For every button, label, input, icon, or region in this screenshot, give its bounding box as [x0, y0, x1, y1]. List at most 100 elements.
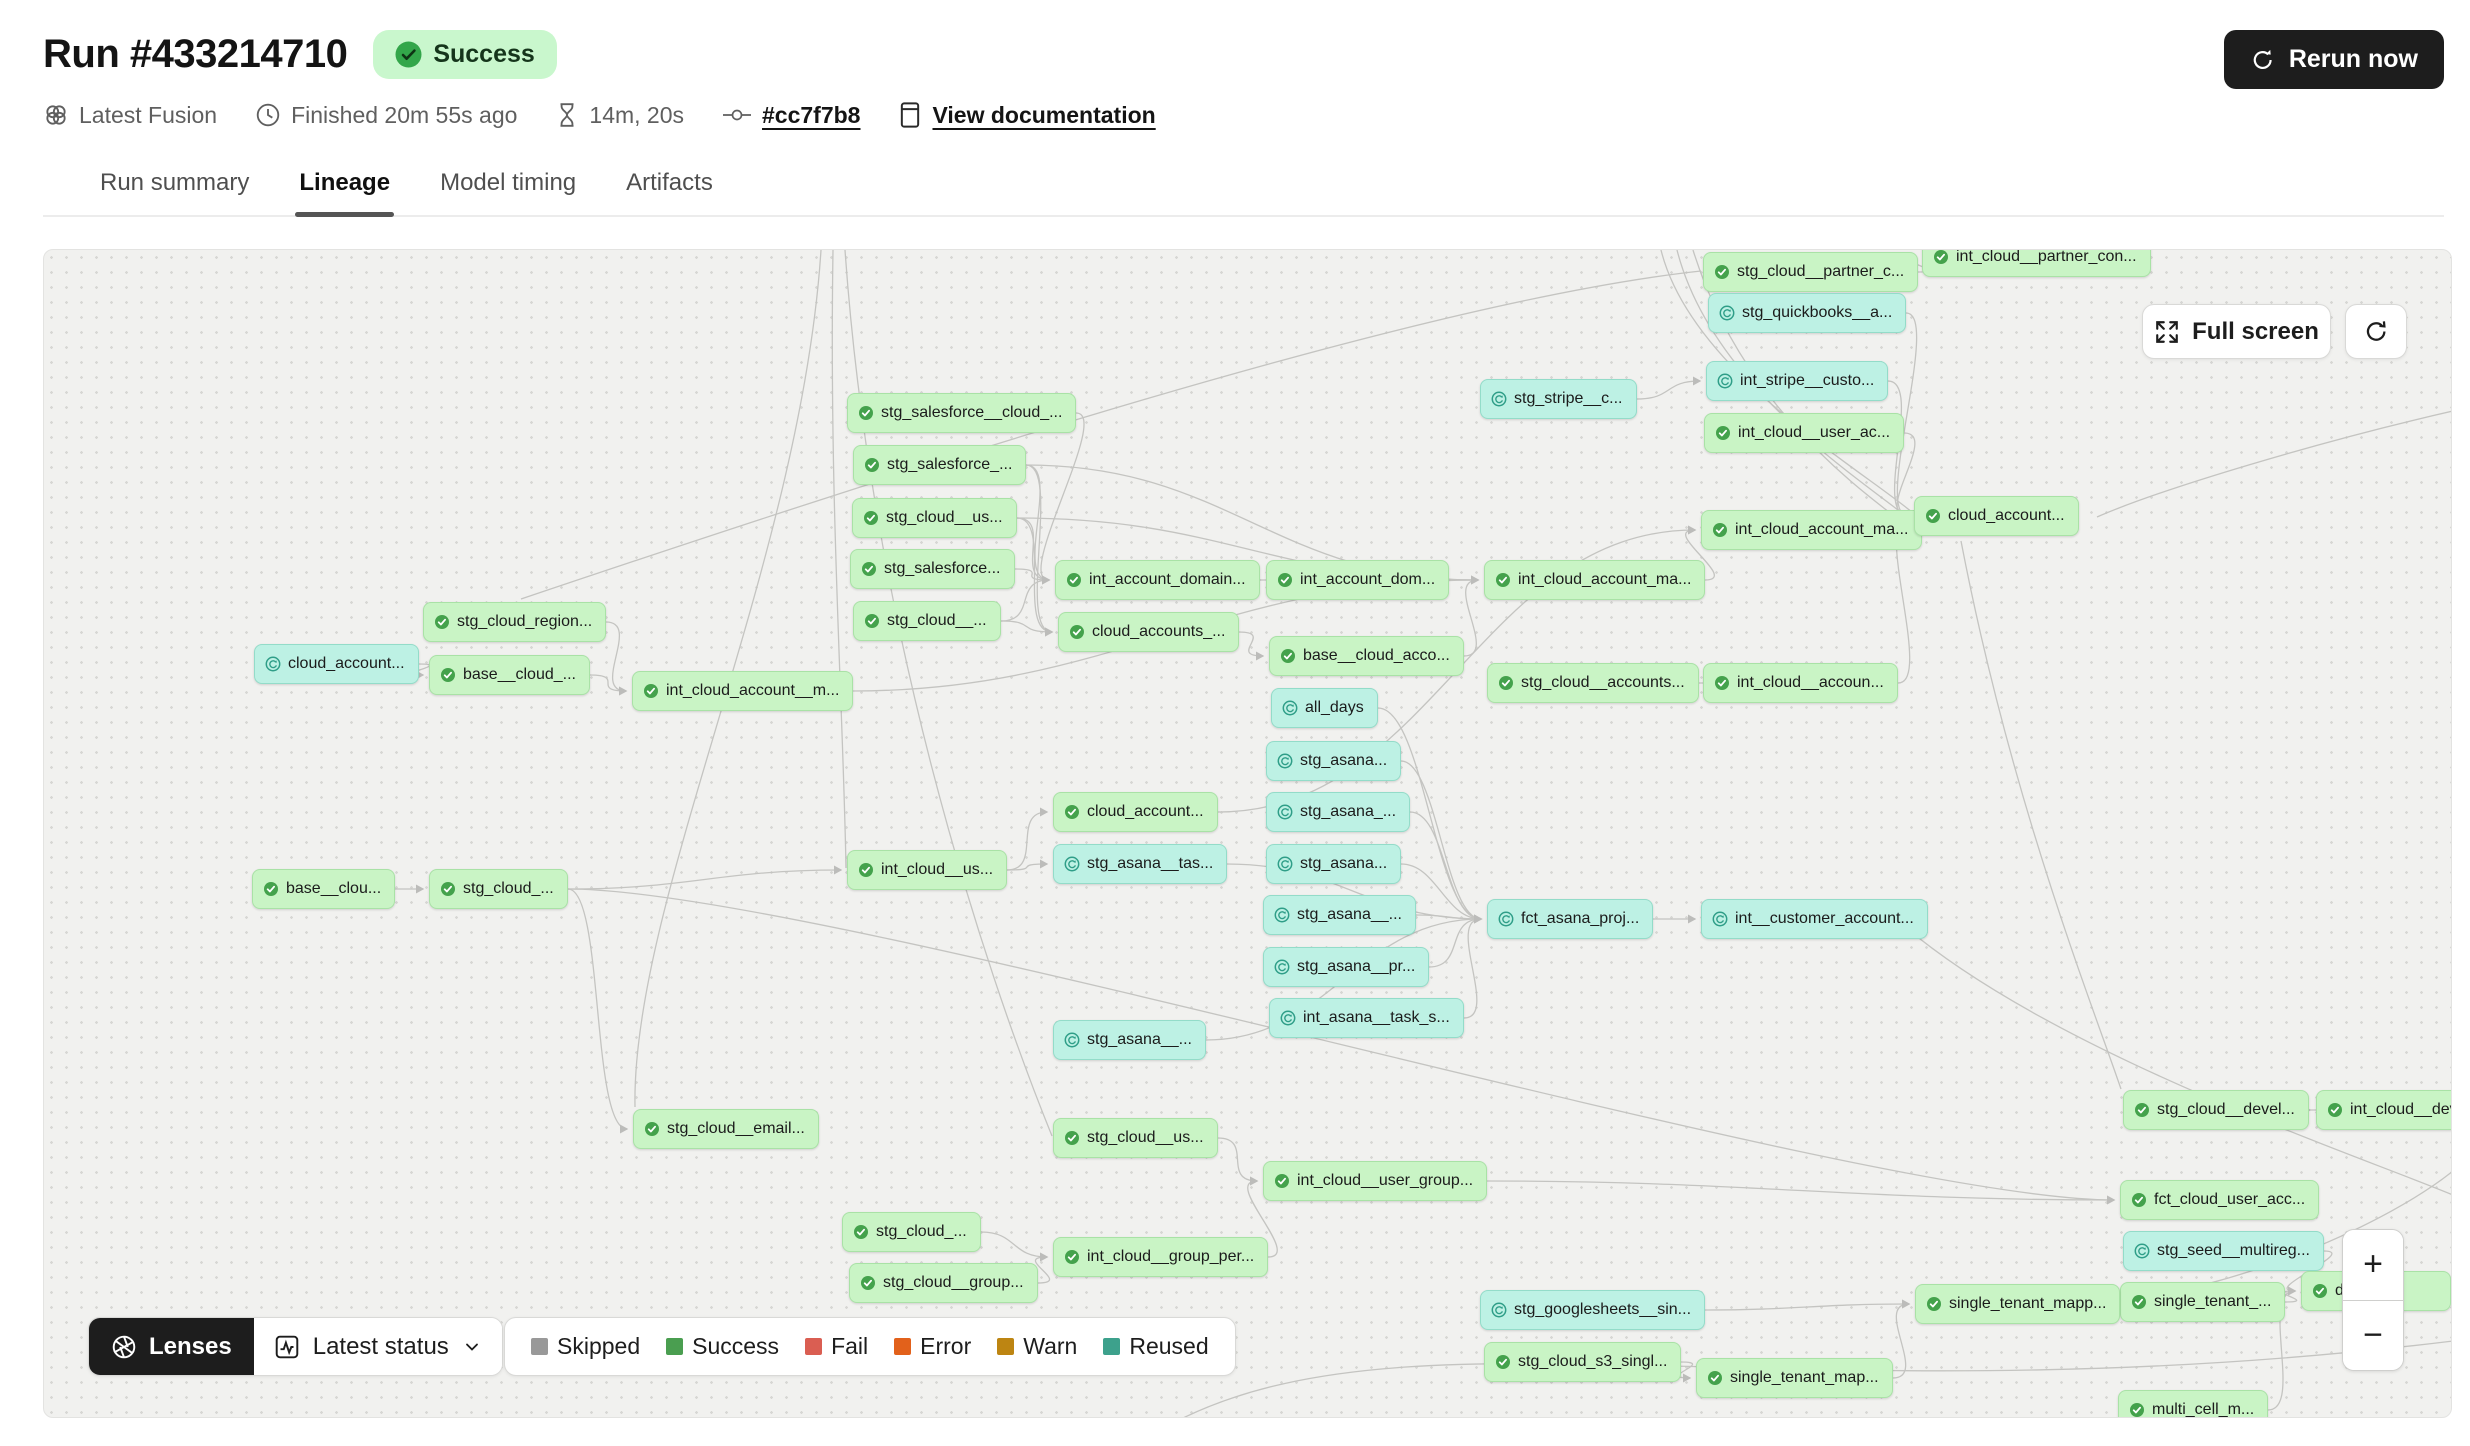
- rerun-now-button[interactable]: Rerun now: [2223, 30, 2444, 89]
- lineage-node[interactable]: int_stripe__custo...: [1706, 361, 1889, 401]
- reused-cycle-icon: [2134, 1243, 2150, 1259]
- reused-cycle-icon: [1277, 856, 1293, 872]
- refresh-icon: [2253, 49, 2272, 69]
- lineage-node[interactable]: int_cloud__user_ac...: [1704, 413, 1905, 453]
- view-documentation-link[interactable]: View documentation: [932, 101, 1156, 128]
- lineage-node[interactable]: int_cloud__partner_con...: [1922, 249, 2151, 277]
- tab-artifacts[interactable]: Artifacts: [626, 169, 713, 196]
- lineage-node-label: int_cloud__partner_con...: [1956, 249, 2137, 265]
- lineage-node-label: int_cloud__user_group...: [1297, 1172, 1474, 1189]
- lineage-node[interactable]: cloud_account...: [254, 644, 419, 684]
- lineage-node[interactable]: stg_cloud__group...: [849, 1263, 1038, 1303]
- legend-label: Fail: [831, 1333, 869, 1359]
- lineage-node-label: stg_asana__...: [1297, 906, 1402, 923]
- tab-model-timing[interactable]: Model timing: [440, 169, 577, 196]
- success-check-icon: [1708, 1371, 1722, 1385]
- lineage-node[interactable]: fct_cloud_user_acc...: [2120, 1180, 2320, 1220]
- lineage-node[interactable]: int_account_dom...: [1266, 560, 1450, 600]
- lineage-node[interactable]: stg_cloud_...: [429, 869, 568, 909]
- lineage-node-label: stg_googlesheets__sin...: [1514, 1301, 1692, 1318]
- lineage-node[interactable]: int__customer_account...: [1701, 899, 1928, 939]
- lineage-node[interactable]: stg_salesforce_...: [853, 445, 1027, 485]
- lineage-node[interactable]: base__cloud_acco...: [1269, 636, 1464, 676]
- lineage-node[interactable]: stg_cloud__...: [853, 601, 1001, 641]
- lineage-node-label: stg_asana__pr...: [1297, 958, 1416, 975]
- lineage-node[interactable]: stg_cloud__email...: [633, 1109, 819, 1149]
- lineage-node[interactable]: stg_asana__tas...: [1053, 844, 1228, 884]
- lineage-node[interactable]: stg_asana_...: [1266, 792, 1411, 832]
- lineage-node-label: stg_cloud__...: [887, 612, 987, 629]
- clock-icon: [256, 103, 280, 127]
- lineage-node[interactable]: single_tenant_...: [2120, 1282, 2286, 1322]
- graph-refresh-button[interactable]: [2345, 304, 2407, 359]
- lineage-node[interactable]: base__cloud_...: [429, 655, 590, 695]
- lineage-node[interactable]: stg_quickbooks__a...: [1708, 293, 1907, 333]
- lineage-node[interactable]: stg_asana...: [1266, 741, 1402, 781]
- zoom-in-button[interactable]: +: [2343, 1230, 2403, 1301]
- lineage-node[interactable]: stg_stripe__c...: [1480, 379, 1637, 419]
- status-legend: Skipped Success Fail Error Warn Reused: [504, 1317, 1236, 1376]
- lineage-node[interactable]: stg_asana__...: [1053, 1020, 1206, 1060]
- success-check-icon: [2130, 1403, 2144, 1417]
- lineage-node[interactable]: stg_asana__...: [1263, 895, 1416, 935]
- lineage-node[interactable]: stg_cloud__us...: [852, 498, 1017, 538]
- lenses-button[interactable]: Lenses: [89, 1318, 254, 1375]
- lineage-node[interactable]: cloud_account...: [1914, 496, 2079, 536]
- lineage-node-label: int_cloud__devel...: [2350, 1101, 2451, 1118]
- status-filter-label: Latest status: [312, 1332, 449, 1360]
- tab-run-summary[interactable]: Run summary: [100, 169, 250, 196]
- lineage-node-label: multi_cell_m...: [2152, 1401, 2255, 1418]
- status-filter-dropdown[interactable]: Latest status: [253, 1318, 502, 1375]
- lineage-node[interactable]: stg_salesforce...: [850, 549, 1015, 589]
- lineage-node[interactable]: stg_cloud__us...: [1053, 1118, 1218, 1158]
- lineage-canvas[interactable]: stg_salesforce__cloud_... stg_salesforce_…: [43, 249, 2452, 1418]
- success-check-icon: [1496, 573, 1510, 587]
- lineage-node[interactable]: stg_googlesheets__sin...: [1480, 1290, 1706, 1330]
- commit-link[interactable]: #cc7f7b8: [762, 101, 861, 128]
- lineage-node[interactable]: cloud_account...: [1053, 792, 1218, 832]
- legend-swatch: [666, 1338, 684, 1355]
- lineage-node[interactable]: int_cloud__devel...: [2316, 1090, 2451, 1130]
- lineage-node[interactable]: stg_seed__multireg...: [2123, 1231, 2324, 1271]
- lineage-node-label: int_stripe__custo...: [1740, 372, 1875, 389]
- lineage-node[interactable]: int_cloud__group_per...: [1053, 1237, 1269, 1277]
- docs-meta: View documentation: [898, 101, 1156, 129]
- lineage-node-label: stg_asana__...: [1087, 1031, 1192, 1048]
- success-check-icon: [1275, 1174, 1289, 1188]
- lineage-node[interactable]: int_cloud__accoun...: [1703, 663, 1898, 703]
- legend-swatch: [531, 1338, 548, 1355]
- lineage-node[interactable]: int_account_domain...: [1055, 560, 1260, 600]
- success-check-icon: [864, 511, 878, 525]
- lineage-node[interactable]: base__clou...: [252, 869, 396, 909]
- lineage-node[interactable]: int_cloud_account__m...: [632, 671, 854, 711]
- pulse-chart-icon: [275, 1335, 298, 1358]
- lineage-node[interactable]: stg_asana__pr...: [1263, 947, 1430, 987]
- lineage-node[interactable]: stg_cloud__partner_c...: [1703, 252, 1919, 292]
- lineage-node[interactable]: int_cloud_account_ma...: [1701, 510, 1923, 550]
- reused-cycle-icon: [1491, 1302, 1507, 1318]
- lineage-node[interactable]: int_cloud__us...: [847, 850, 1008, 890]
- legend-label: Success: [692, 1333, 780, 1359]
- success-check-icon: [1715, 265, 1729, 279]
- lineage-node[interactable]: fct_asana_proj...: [1487, 899, 1654, 939]
- lineage-node[interactable]: stg_cloud_s3_singl...: [1484, 1342, 1682, 1382]
- lineage-node[interactable]: stg_cloud__accounts...: [1487, 663, 1699, 703]
- lineage-node[interactable]: int_cloud_account_ma...: [1484, 560, 1706, 600]
- lineage-node[interactable]: stg_cloud__devel...: [2123, 1090, 2309, 1130]
- lineage-node[interactable]: stg_salesforce__cloud_...: [847, 393, 1077, 433]
- lineage-node[interactable]: stg_cloud_region...: [423, 602, 607, 642]
- lineage-node-label: stg_cloud__partner_c...: [1737, 263, 1905, 280]
- lineage-node[interactable]: single_tenant_mapp...: [1915, 1284, 2121, 1324]
- lineage-node[interactable]: stg_asana...: [1266, 844, 1402, 884]
- lineage-node[interactable]: all_days: [1271, 688, 1378, 728]
- lineage-node[interactable]: stg_cloud_...: [842, 1212, 981, 1252]
- lineage-node[interactable]: int_asana__task_s...: [1269, 998, 1464, 1038]
- lineage-node[interactable]: multi_cell_m...: [2118, 1390, 2269, 1418]
- tab-lineage[interactable]: Lineage: [295, 161, 394, 217]
- fullscreen-button[interactable]: Full screen: [2142, 304, 2331, 359]
- lineage-node[interactable]: single_tenant_map...: [1696, 1358, 1893, 1398]
- lineage-node[interactable]: int_cloud__user_group...: [1263, 1161, 1488, 1201]
- zoom-out-button[interactable]: −: [2343, 1300, 2403, 1370]
- lineage-node[interactable]: cloud_accounts_...: [1058, 612, 1240, 652]
- success-check-icon: [854, 1225, 868, 1239]
